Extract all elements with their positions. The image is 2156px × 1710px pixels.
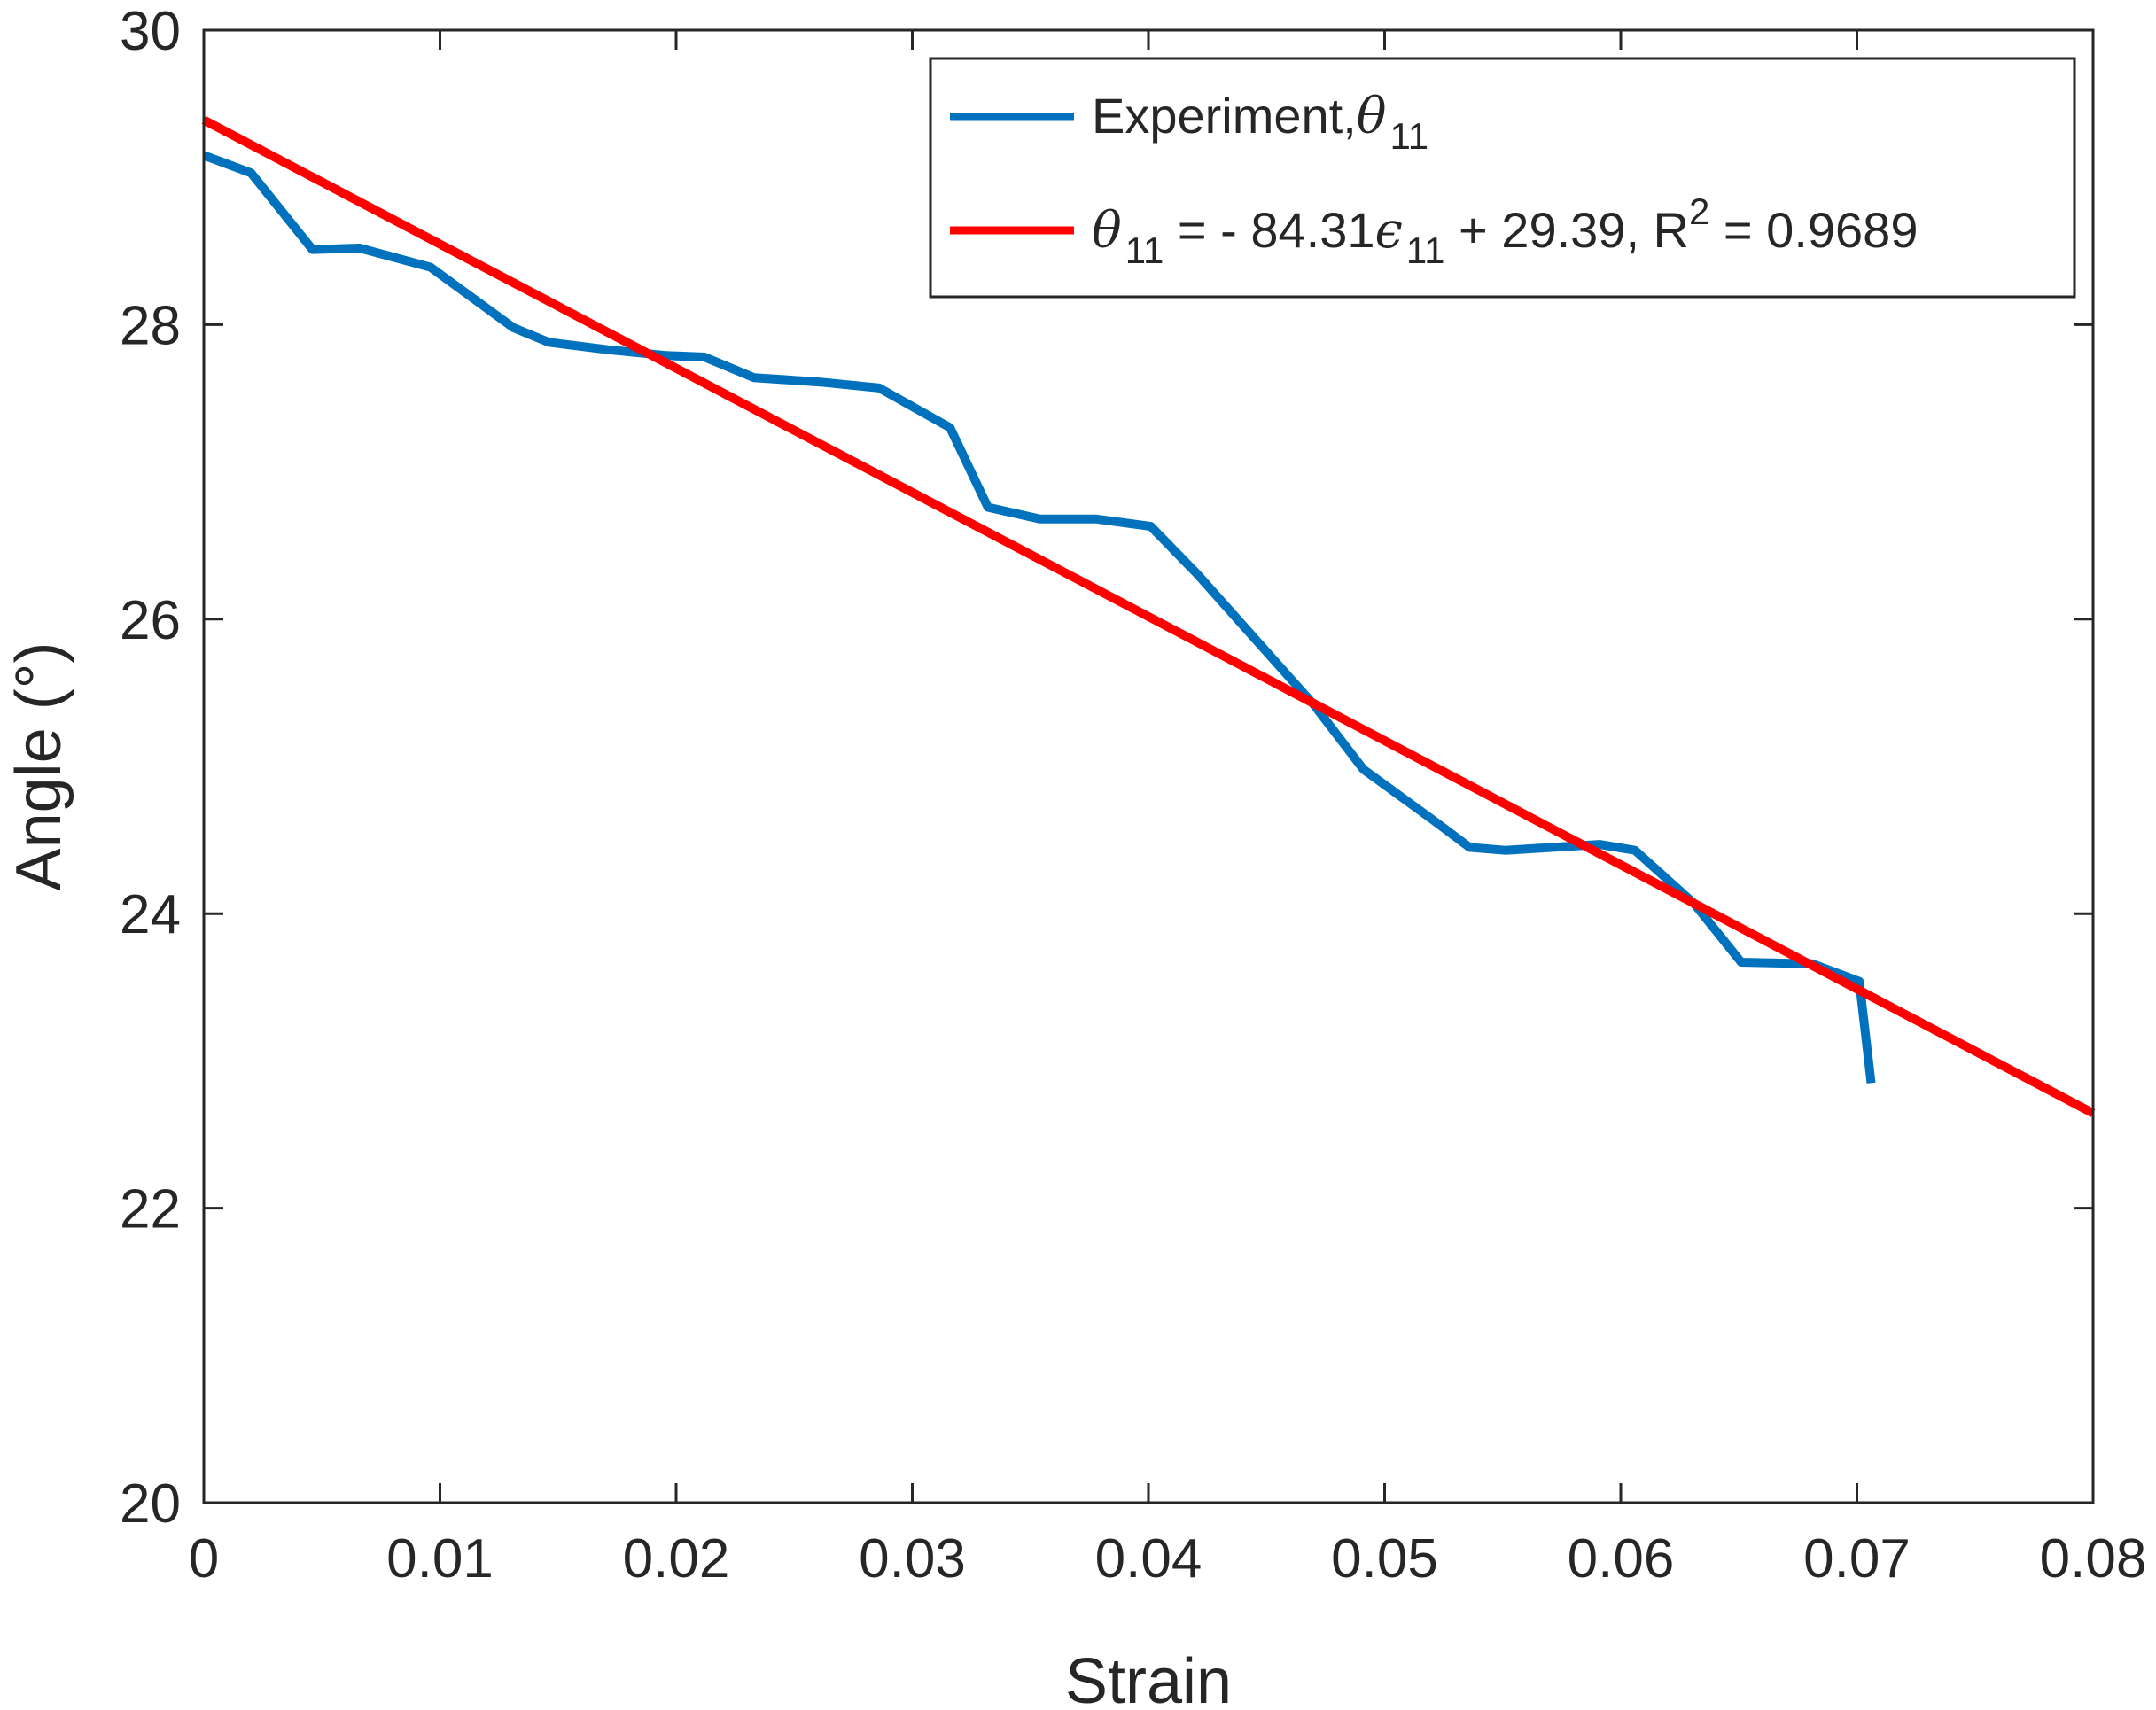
legend-label-experiment: Experiment,θ11	[1092, 88, 1428, 157]
y-tick-label: 28	[120, 295, 181, 356]
series-line-experiment	[202, 151, 1876, 1084]
x-tick-label: 0.02	[623, 1528, 730, 1590]
x-tick-label: 0.07	[1803, 1528, 1911, 1590]
y-tick-label: 26	[120, 590, 181, 651]
x-axis-ticks: 0 0.01 0.02 0.03 0.04 0.05 0.06 0.07 0.08	[189, 30, 2147, 1590]
plot-frame	[202, 28, 2095, 1504]
x-tick-label: 0	[189, 1528, 219, 1590]
x-tick-label: 0.06	[1568, 1528, 1675, 1590]
y-axis-title: Angle (°)	[4, 642, 74, 891]
y-tick-label: 30	[120, 1, 181, 62]
y-tick-label: 22	[120, 1179, 181, 1240]
x-tick-label: 0.04	[1095, 1528, 1203, 1590]
x-tick-label: 0.08	[2040, 1528, 2147, 1590]
series-line-fit	[201, 115, 2096, 1117]
y-tick-label: 24	[120, 884, 181, 945]
series-layer	[201, 115, 2096, 1117]
legend-box	[929, 57, 2076, 299]
legend-label-fit: θ11 = - 84.31ϵ11 + 29.39, R2 = 0.9689	[1092, 190, 1918, 271]
legend: Experiment,θ11 θ11 = - 84.31ϵ11 + 29.39,…	[929, 57, 2076, 299]
x-tick-label: 0.03	[859, 1528, 966, 1590]
x-tick-label: 0.01	[386, 1528, 494, 1590]
y-tick-label: 20	[120, 1473, 181, 1535]
x-axis-title: Strain	[1065, 1646, 1232, 1710]
x-tick-label: 0.05	[1331, 1528, 1438, 1590]
